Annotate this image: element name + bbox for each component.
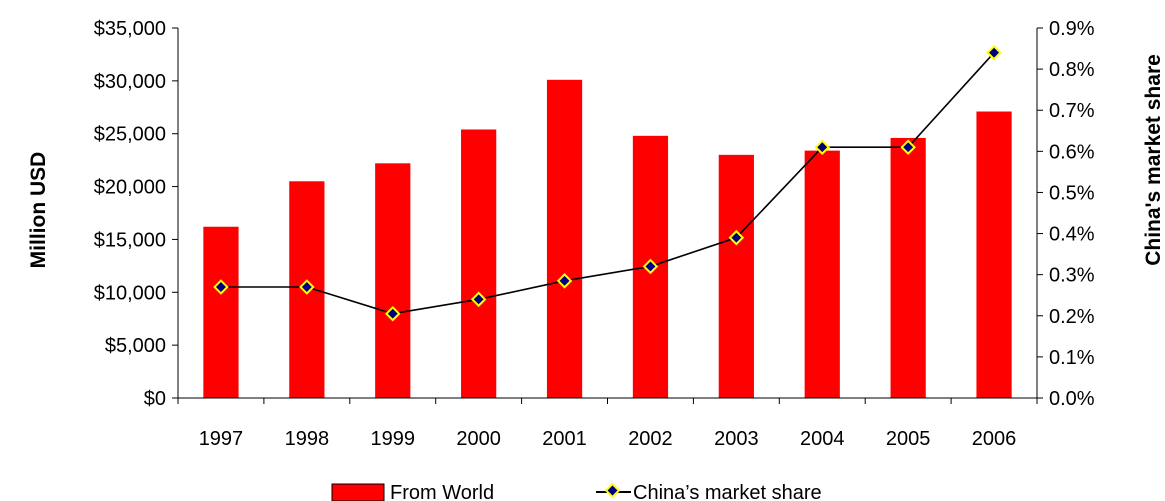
- bar-series: [203, 79, 1012, 399]
- market-share-point-2000: [470, 291, 487, 308]
- x-tick-label-1998: 1998: [285, 428, 330, 450]
- legend: From World China’s market share: [331, 482, 822, 501]
- bar-1999: [375, 163, 411, 398]
- x-tick-label-1997: 1997: [199, 428, 244, 450]
- legend-marker-china-share: [604, 482, 621, 499]
- market-share-line: [220, 52, 995, 315]
- y-tick-label: $35,000: [94, 18, 166, 40]
- x-tick-label-2006: 2006: [972, 428, 1017, 450]
- market-share-point-1998: [299, 279, 315, 295]
- x-tick-label-2004: 2004: [800, 428, 845, 450]
- market-share-point-1997: [213, 279, 229, 295]
- y-tick-label: $30,000: [94, 71, 166, 93]
- market-share-point-2006: [986, 44, 1002, 61]
- y2-tick-label: 0.8%: [1049, 59, 1095, 81]
- line-series: [213, 44, 1002, 322]
- y-tick-label: $15,000: [94, 229, 166, 251]
- x-tick-label-2000: 2000: [456, 428, 501, 450]
- market-share-point-2005: [900, 139, 916, 156]
- y2-tick-label: 0.9%: [1049, 18, 1095, 40]
- bar-2005: [890, 137, 926, 398]
- market-share-point-2002: [642, 258, 659, 275]
- x-tick-label-2001: 2001: [542, 428, 587, 450]
- y2-tick-label: 0.6%: [1049, 141, 1095, 163]
- bar-2003: [718, 154, 754, 398]
- y-tick-label: $25,000: [94, 124, 166, 146]
- y-axis-title: Million USD: [27, 152, 50, 269]
- bar-2001: [546, 79, 583, 399]
- y2-tick-label: 0.5%: [1049, 182, 1095, 204]
- y-tick-label: $20,000: [94, 177, 166, 199]
- bar-2000: [461, 129, 497, 398]
- x-tick-label-2003: 2003: [714, 428, 759, 450]
- legend-label-china-share: China’s market share: [633, 482, 822, 501]
- bar-2006: [976, 111, 1012, 398]
- legend-swatch-from-world: [331, 483, 385, 501]
- y-tick-label: $10,000: [94, 282, 166, 304]
- market-share-point-2003: [728, 229, 745, 246]
- x-tick-label-1999: 1999: [371, 428, 416, 450]
- y2-tick-label: 0.7%: [1049, 100, 1095, 122]
- y-tick-label: $0: [144, 388, 166, 410]
- market-share-point-1999: [384, 305, 401, 322]
- y2-tick-label: 0.3%: [1049, 265, 1095, 287]
- y2-tick-label: 0.4%: [1049, 224, 1095, 246]
- market-share-point-2004: [814, 139, 831, 156]
- y2-tick-label: 0.1%: [1049, 347, 1095, 369]
- tick-labels: $0 $5,000 $10,000 $15,000 $20,000 $25,000 $30,…: [94, 18, 1095, 450]
- bar-1997: [203, 226, 239, 398]
- market-share-point-2001: [556, 273, 573, 289]
- y2-tick-label: 0.0%: [1049, 388, 1095, 410]
- x-tick-label-2005: 2005: [886, 428, 931, 450]
- x-tick-label-2002: 2002: [628, 428, 673, 450]
- bar-2004: [804, 150, 840, 398]
- y-tick-label: $5,000: [105, 335, 166, 357]
- axes: [172, 27, 1043, 404]
- legend-label-from-world: From World: [390, 482, 494, 501]
- y2-tick-label: 0.2%: [1049, 306, 1095, 328]
- y2-axis-title: China's market share: [1142, 54, 1165, 266]
